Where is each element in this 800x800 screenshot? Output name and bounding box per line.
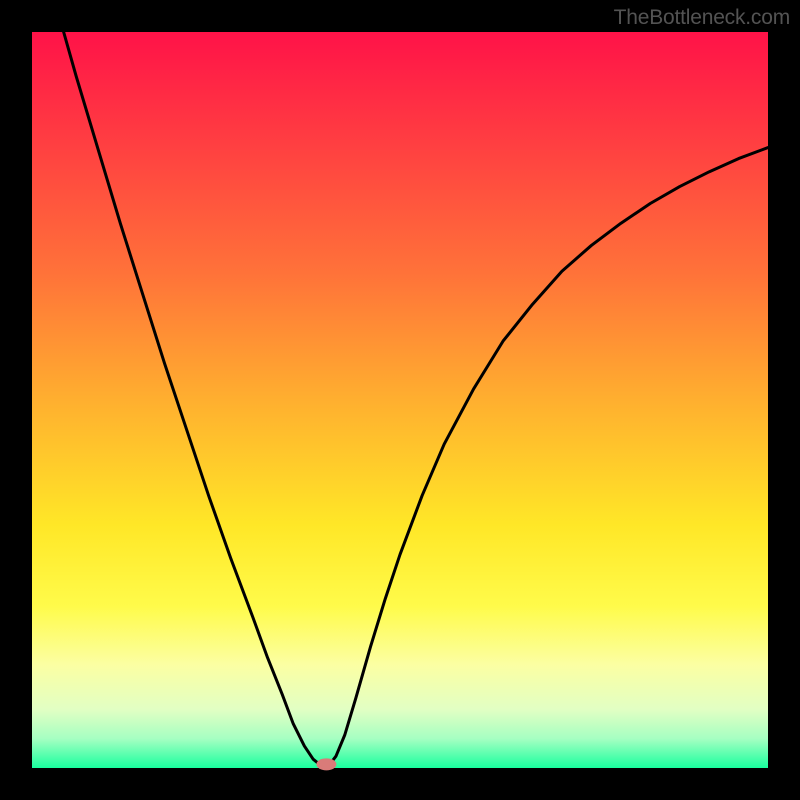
bottleneck-curve-chart: [0, 0, 800, 800]
chart-background: [32, 32, 768, 768]
optimal-point-marker: [316, 758, 336, 770]
chart-frame: TheBottleneck.com: [0, 0, 800, 800]
watermark-text: TheBottleneck.com: [614, 6, 790, 30]
